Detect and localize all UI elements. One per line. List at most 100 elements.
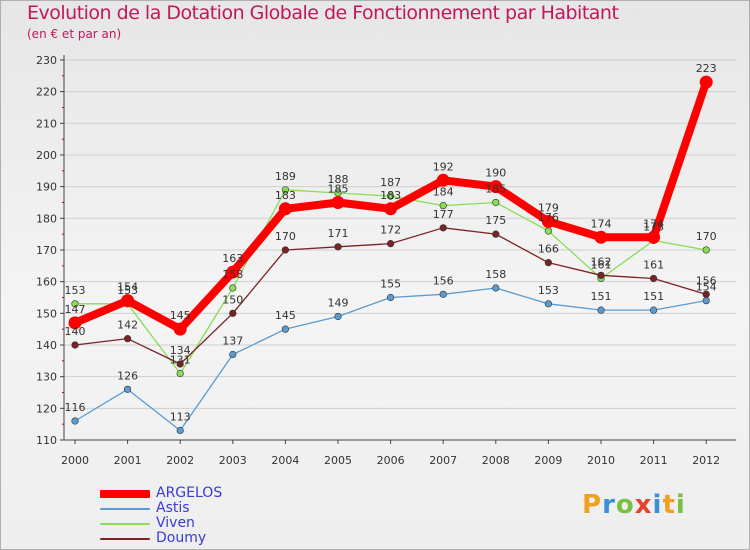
data-label: 116 — [65, 401, 86, 414]
data-label: 145 — [275, 309, 296, 322]
data-point — [489, 180, 503, 194]
data-point — [281, 246, 290, 254]
data-label: 163 — [222, 252, 243, 265]
data-label: 183 — [275, 189, 296, 202]
y-tick-label: 210 — [36, 117, 57, 130]
data-label: 185 — [485, 182, 506, 195]
data-label: 151 — [591, 290, 612, 303]
data-point — [334, 243, 342, 251]
data-point — [121, 294, 135, 308]
data-point — [387, 240, 395, 248]
data-label: 145 — [170, 309, 191, 322]
data-label: 153 — [65, 284, 86, 297]
data-point — [702, 290, 710, 298]
y-tick-label: 230 — [36, 54, 57, 67]
data-point — [229, 284, 237, 292]
data-label: 173 — [643, 220, 664, 233]
data-label: 149 — [328, 296, 349, 309]
data-label: 131 — [170, 353, 191, 366]
data-label: 151 — [643, 290, 664, 303]
data-point — [387, 293, 395, 302]
data-label: 185 — [328, 182, 349, 195]
data-label: 137 — [222, 334, 243, 347]
x-tick-label: 2009 — [534, 454, 562, 467]
data-label: 166 — [538, 243, 559, 256]
data-label: 150 — [222, 293, 243, 306]
data-point — [492, 284, 500, 292]
legend-swatch-argelos — [100, 490, 150, 498]
data-point — [68, 316, 82, 330]
data-point — [176, 369, 184, 378]
data-label: 183 — [380, 189, 401, 202]
data-label: 172 — [380, 224, 401, 237]
y-tick-label: 110 — [36, 434, 57, 447]
y-tick-label: 200 — [36, 149, 57, 162]
y-tick-label: 180 — [36, 212, 57, 225]
y-tick-label: 120 — [36, 402, 57, 415]
data-label: 154 — [117, 281, 138, 294]
y-tick-label: 130 — [36, 371, 57, 384]
data-label: 170 — [275, 230, 296, 243]
data-point — [597, 306, 605, 314]
data-label: 170 — [696, 230, 717, 243]
data-point — [439, 290, 447, 298]
data-point — [123, 335, 132, 343]
data-label: 158 — [485, 268, 506, 281]
legend-label: Viven — [156, 515, 195, 531]
data-point — [699, 75, 713, 89]
data-point — [176, 360, 184, 368]
chart-title: Evolution de la Dotation Globale de Fonc… — [27, 2, 619, 24]
data-label: 154 — [696, 281, 717, 294]
data-label: 158 — [222, 268, 243, 281]
data-label: 171 — [328, 227, 349, 240]
data-label: 161 — [643, 258, 664, 271]
data-label: 147 — [65, 303, 86, 316]
data-point — [544, 259, 553, 267]
data-point — [278, 202, 292, 216]
data-label: 188 — [328, 173, 349, 186]
data-point — [176, 426, 184, 435]
data-point — [71, 341, 79, 349]
data-label: 174 — [643, 217, 664, 230]
data-label: 142 — [117, 319, 138, 332]
x-tick-label: 2003 — [219, 454, 247, 467]
data-point — [173, 322, 187, 336]
y-tick-label: 190 — [36, 181, 57, 194]
x-tick-label: 2002 — [166, 454, 194, 467]
data-point — [331, 195, 345, 209]
legend-label: Astis — [156, 500, 190, 516]
data-point — [226, 265, 240, 279]
data-point — [492, 230, 500, 238]
data-point — [649, 306, 658, 314]
data-point — [492, 198, 500, 207]
y-tick-label: 150 — [36, 307, 57, 320]
data-label: 156 — [433, 274, 454, 287]
data-point — [334, 312, 342, 321]
data-point — [281, 186, 290, 194]
y-tick-label: 170 — [36, 244, 57, 257]
data-point — [594, 230, 608, 244]
data-point — [384, 202, 398, 216]
data-label: 223 — [696, 62, 717, 75]
legend-swatch-doumy — [100, 538, 150, 540]
data-point — [649, 274, 658, 283]
data-label: 179 — [538, 201, 559, 214]
legend-swatch-viven — [100, 523, 150, 525]
data-label: 113 — [170, 410, 191, 423]
data-label: 140 — [65, 325, 86, 338]
x-tick-label: 2006 — [377, 454, 405, 467]
data-point — [541, 214, 555, 228]
x-tick-label: 2012 — [692, 454, 720, 467]
data-label: 162 — [591, 255, 612, 268]
legend-label: ARGELOS — [156, 485, 223, 501]
chart-subtitle: (en € et par an) — [27, 27, 122, 41]
x-tick-label: 2007 — [429, 454, 457, 467]
y-tick-label: 140 — [36, 339, 57, 352]
x-tick-label: 2008 — [482, 454, 510, 467]
data-label: 176 — [538, 211, 559, 224]
y-tick-label: 160 — [36, 276, 57, 289]
x-tick-label: 2004 — [271, 454, 299, 467]
data-label: 156 — [696, 274, 717, 287]
x-tick-label: 2001 — [114, 454, 142, 467]
